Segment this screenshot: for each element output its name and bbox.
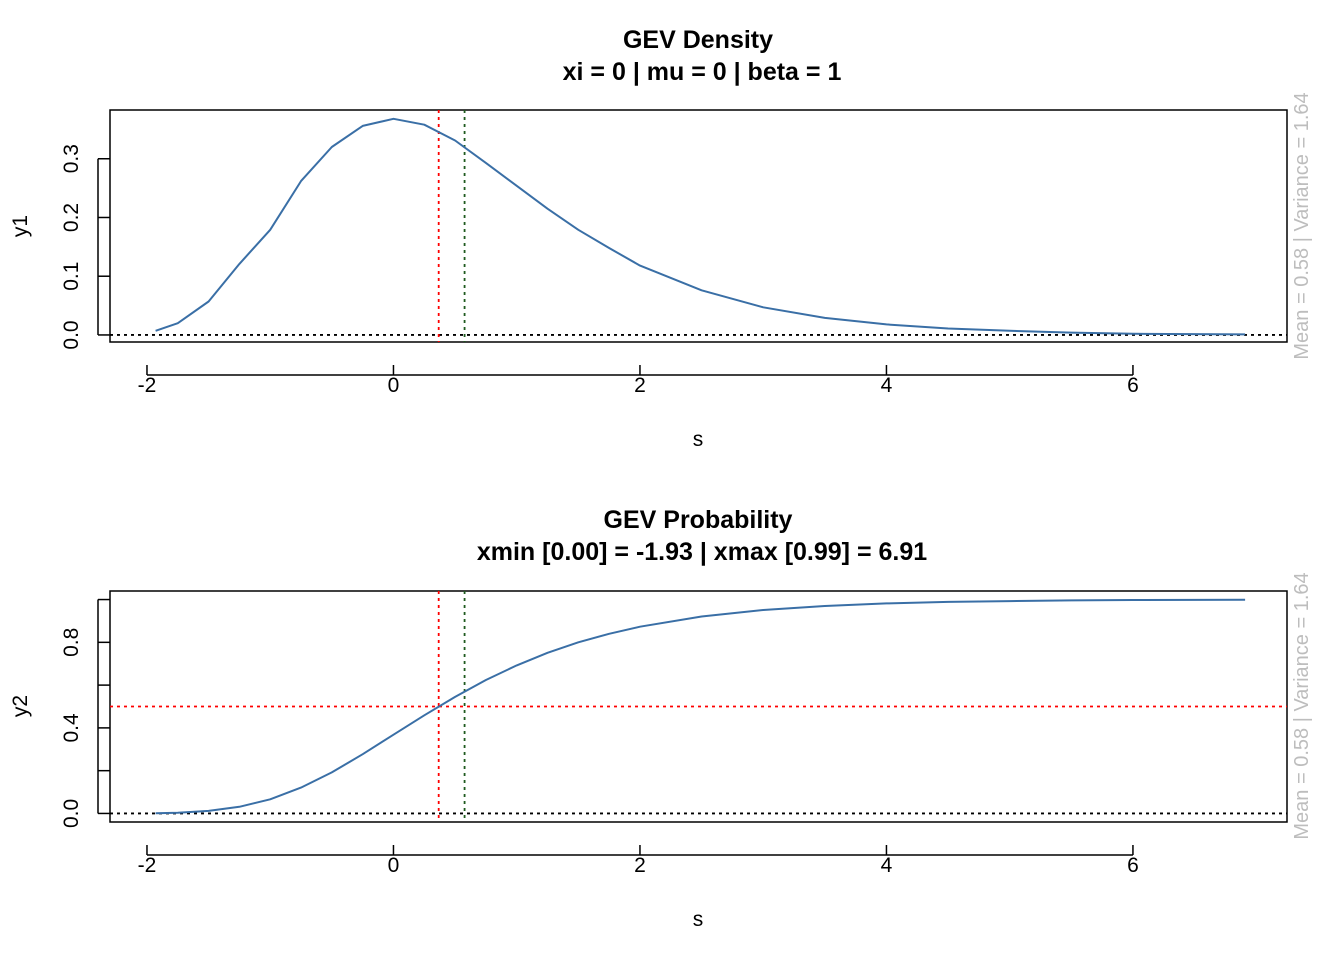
density-plot-box xyxy=(109,109,1288,343)
density-subtitle: xi = 0 | mu = 0 | beta = 1 xyxy=(563,58,842,86)
density-y-tick-label: 0.3 xyxy=(60,144,83,173)
probability-y-tick-label: 0.8 xyxy=(60,628,83,657)
probability-curve xyxy=(155,598,1246,815)
probability-y-axis: 0.0 0.4 0.8 xyxy=(60,598,110,828)
probability-x-tick-label: 6 xyxy=(1127,854,1139,877)
probability-y-tick-label: 0.0 xyxy=(60,799,83,828)
probability-y-tick-label: 0.4 xyxy=(60,713,83,743)
density-series-layer xyxy=(110,110,1287,342)
density-y-axis: 0.0 0.1 0.2 0.3 xyxy=(60,144,110,350)
density-y-axis-label: y1 xyxy=(9,215,32,237)
density-x-tick-label: 4 xyxy=(881,374,893,397)
probability-subtitle: xmin [0.00] = -1.93 | xmax [0.99] = 6.91 xyxy=(477,538,927,566)
density-x-tick-label: 6 xyxy=(1127,374,1139,397)
probability-x-tick-label: -2 xyxy=(138,854,157,877)
density-side-note: Mean = 0.58 | Variance = 1.64 xyxy=(1291,92,1313,359)
probability-panel: GEV Probability xmin [0.00] = -1.93 | xm… xyxy=(9,506,1313,931)
density-x-axis: -2 0 2 4 6 xyxy=(138,365,1139,397)
probability-x-axis: -2 0 2 4 6 xyxy=(138,845,1139,877)
density-y-tick-label: 0.1 xyxy=(60,262,83,291)
probability-x-axis-label: s xyxy=(693,908,704,931)
density-curve xyxy=(155,117,1246,336)
density-x-axis-label: s xyxy=(693,428,704,451)
probability-x-tick-label: 4 xyxy=(881,854,893,877)
probability-y-axis-label: y2 xyxy=(9,695,32,717)
probability-title: GEV Probability xyxy=(604,506,793,534)
density-y-tick-label: 0.2 xyxy=(60,203,83,232)
density-x-tick-label: 2 xyxy=(634,374,646,397)
probability-x-tick-label: 0 xyxy=(388,854,400,877)
probability-series-layer xyxy=(110,591,1287,822)
density-panel: GEV Density xi = 0 | mu = 0 | beta = 1 -… xyxy=(9,26,1313,451)
density-x-tick-label: -2 xyxy=(138,374,157,397)
probability-side-note: Mean = 0.58 | Variance = 1.64 xyxy=(1291,572,1313,839)
density-x-tick-label: 0 xyxy=(388,374,400,397)
probability-x-tick-label: 2 xyxy=(634,854,646,877)
density-y-tick-label: 0.0 xyxy=(60,320,83,349)
density-title: GEV Density xyxy=(623,26,773,54)
